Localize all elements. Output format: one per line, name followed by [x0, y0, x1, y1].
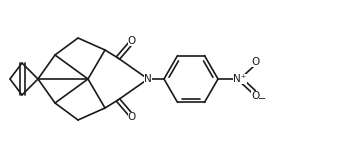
Text: O: O	[251, 57, 259, 67]
Text: −: −	[258, 94, 266, 104]
Text: N: N	[144, 74, 152, 84]
Text: N⁺: N⁺	[233, 74, 247, 84]
Text: O: O	[128, 36, 136, 46]
Text: O: O	[251, 91, 259, 101]
Text: O: O	[128, 112, 136, 122]
